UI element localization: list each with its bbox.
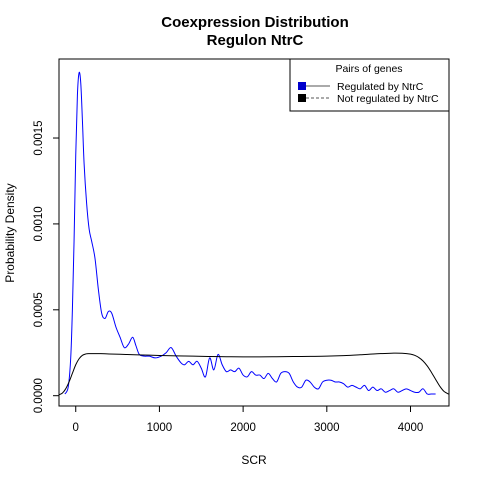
legend-swatch-regulated: [298, 82, 306, 90]
x-tick-label: 0: [73, 422, 79, 434]
x-axis: 0 1000 2000 3000 4000: [73, 406, 424, 434]
series-line-regulated: [64, 71, 436, 395]
x-axis-label: SCR: [241, 453, 267, 467]
legend: Pairs of genes Regulated by NtrC Not reg…: [289, 58, 450, 112]
legend-title: Pairs of genes: [335, 63, 402, 75]
x-tick-label: 4000: [398, 422, 424, 434]
legend-box: [289, 58, 450, 112]
y-tick-label: 0.0015: [33, 120, 45, 155]
y-axis: 0.0000 0.0005 0.0010 0.0015: [33, 120, 59, 413]
series-line-not-regulated: [58, 352, 450, 396]
x-tick-label: 3000: [314, 422, 340, 434]
legend-swatch-not-regulated: [298, 94, 306, 102]
series-layer: [58, 71, 450, 396]
legend-label-regulated: Regulated by NtrC: [337, 81, 424, 93]
plot-frame: [58, 58, 450, 407]
y-tick-label: 0.0000: [33, 378, 45, 413]
legend-label-not-regulated: Not regulated by NtrC: [337, 93, 439, 105]
y-axis-label: Probability Density: [3, 183, 17, 282]
y-tick-label: 0.0010: [33, 206, 45, 241]
x-tick-label: 1000: [147, 422, 173, 434]
chart-subtitle: Regulon NtrC: [207, 32, 304, 49]
chart-title: Coexpression Distribution: [161, 14, 349, 31]
y-tick-label: 0.0005: [33, 292, 45, 327]
x-tick-label: 2000: [230, 422, 256, 434]
